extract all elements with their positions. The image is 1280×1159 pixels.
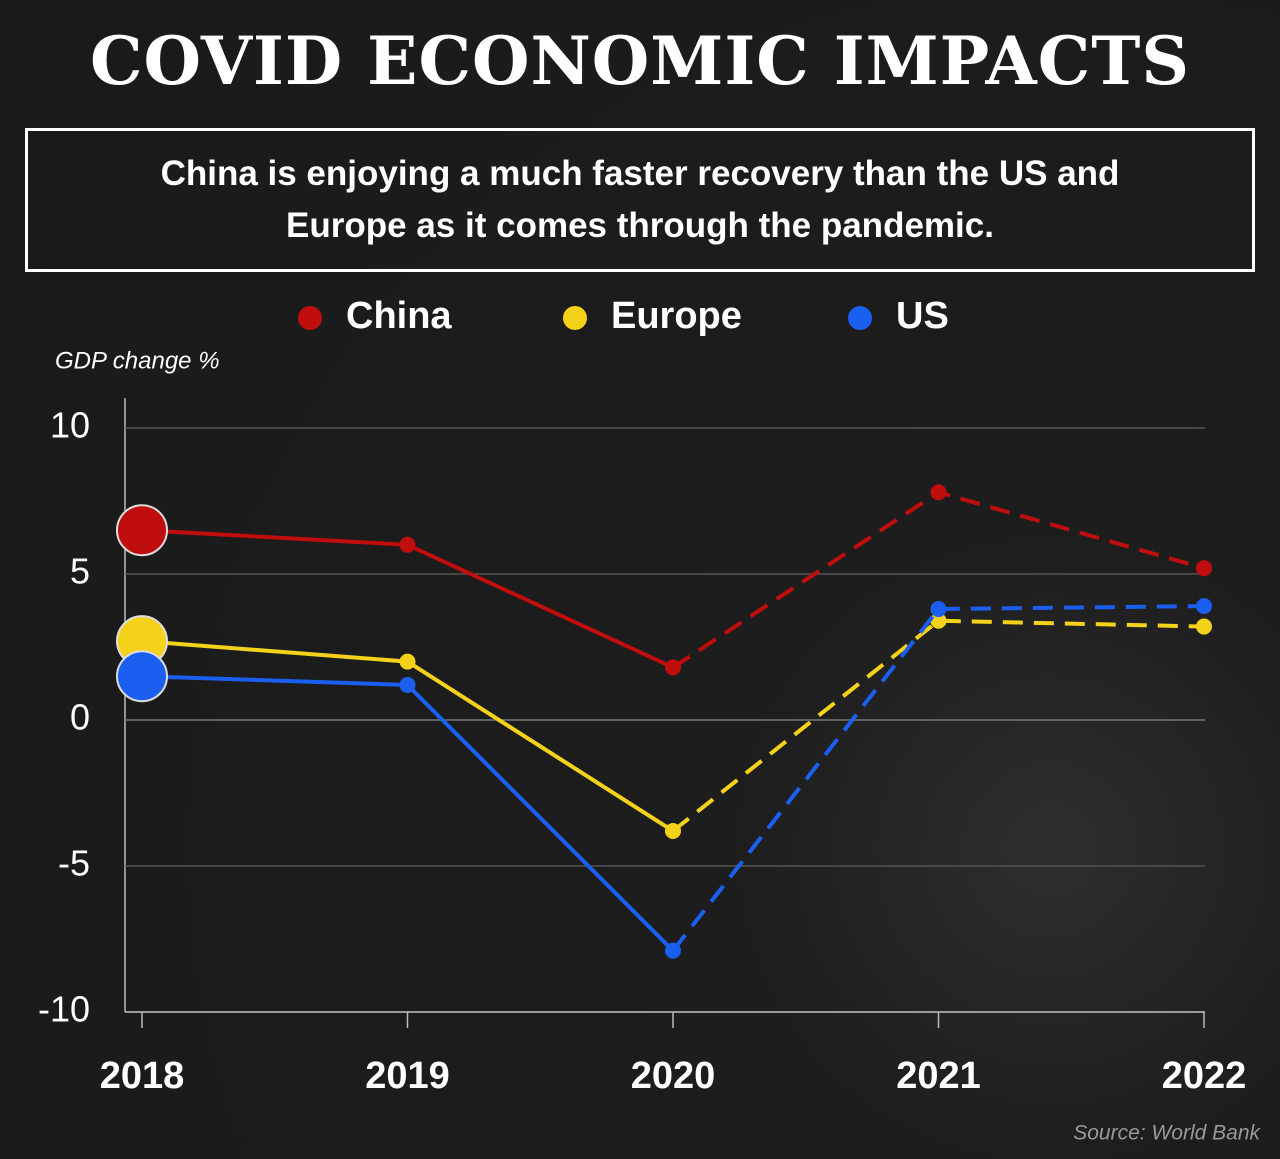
- source: Source: World Bank: [1073, 1122, 1261, 1145]
- y-axis-label: GDP change %: [55, 347, 220, 374]
- y-tick-label: 0: [70, 697, 90, 738]
- point: [399, 536, 416, 553]
- x-tick-label: 2021: [896, 1055, 981, 1097]
- y-tick-label: -10: [38, 989, 90, 1030]
- point: [1196, 560, 1212, 577]
- x-tick-label: 2020: [631, 1055, 716, 1097]
- point: [930, 601, 947, 618]
- flag-marker: [116, 504, 168, 557]
- point: [665, 659, 681, 676]
- point: [1196, 598, 1212, 615]
- legend-swatch: [563, 306, 587, 330]
- legend-label: US: [896, 295, 949, 337]
- title: COVID ECONOMIC IMPACTS: [89, 22, 1190, 100]
- subtitle: China is enjoying a much faster recovery…: [160, 154, 1120, 245]
- x-tick-label: 2019: [365, 1055, 450, 1097]
- flag-marker: [116, 650, 168, 703]
- line-actual: [141, 639, 675, 833]
- legend-swatch: [298, 306, 322, 330]
- point: [399, 653, 416, 670]
- point: [1196, 618, 1212, 635]
- legend-label: China: [346, 295, 452, 337]
- line-forecast: [671, 490, 1205, 670]
- x-tick-label: 2018: [100, 1055, 185, 1097]
- legend-label: Europe: [611, 295, 742, 337]
- line-actual: [141, 674, 675, 953]
- subtitle-box: China is enjoying a much faster recovery…: [25, 128, 1255, 272]
- y-tick-label: -5: [58, 843, 90, 884]
- line-forecast: [671, 618, 1205, 833]
- line-forecast: [671, 604, 1205, 952]
- point: [665, 942, 681, 959]
- point: [665, 822, 681, 839]
- point: [930, 612, 947, 629]
- y-tick-label: 10: [50, 405, 90, 446]
- legend-swatch: [848, 306, 872, 330]
- y-tick-label: 5: [70, 551, 90, 592]
- point: [930, 484, 947, 501]
- x-tick-label: 2022: [1162, 1055, 1247, 1097]
- point: [399, 676, 416, 693]
